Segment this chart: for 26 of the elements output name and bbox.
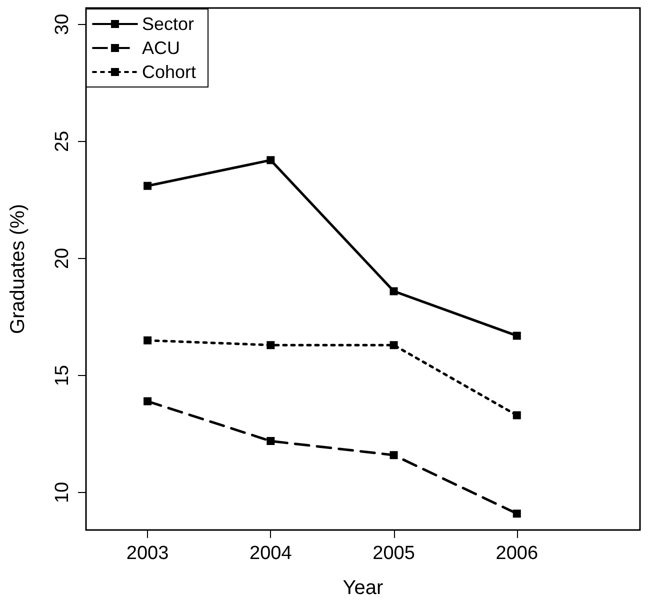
- x-axis-title: Year: [342, 577, 384, 599]
- x-tick-label: 2003: [126, 543, 169, 564]
- point: [144, 182, 152, 190]
- point: [512, 411, 521, 420]
- point: [512, 332, 521, 340]
- x-tick-label: 2004: [250, 543, 292, 564]
- legend-label: Cohort: [142, 62, 196, 82]
- y-tick-label: 10: [52, 482, 73, 504]
- y-tick-label: 30: [52, 14, 73, 35]
- point: [390, 287, 398, 296]
- x-tick-label: 2005: [372, 543, 415, 564]
- point: [266, 156, 275, 164]
- point: [390, 451, 398, 460]
- point: [266, 437, 275, 446]
- y-tick-label: 15: [52, 364, 73, 386]
- y-tick-label: 20: [52, 248, 73, 270]
- legend-label: ACU: [142, 38, 180, 58]
- point: [144, 397, 152, 406]
- y-tick-label: 25: [52, 130, 73, 152]
- point: [512, 510, 521, 518]
- y-axis-title: Graduates (%): [7, 204, 29, 334]
- point: [144, 336, 152, 344]
- point: [266, 341, 275, 350]
- x-tick-label: 2006: [496, 543, 538, 564]
- point: [390, 341, 398, 350]
- legend-label: Sector: [142, 14, 194, 34]
